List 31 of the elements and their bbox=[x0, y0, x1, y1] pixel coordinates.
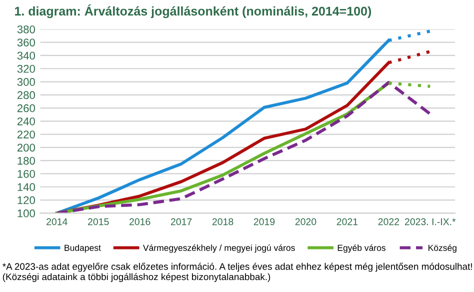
y-tick-label: 340 bbox=[17, 52, 35, 60]
legend-label: Vármegyeszékhely / megyei jogú város bbox=[142, 244, 295, 253]
y-tick-label: 380 bbox=[17, 25, 35, 34]
y-tick-label: 260 bbox=[17, 104, 35, 112]
x-tick-label: 2022 bbox=[378, 218, 400, 226]
y-tick-label: 100 bbox=[18, 209, 35, 218]
x-tick-label: 2015 bbox=[88, 218, 109, 226]
y-tick-label: 180 bbox=[18, 156, 35, 165]
x-tick-label: 2016 bbox=[130, 218, 150, 226]
legend-label: Budapest bbox=[64, 244, 101, 253]
legend-label: Egyéb város bbox=[338, 244, 386, 253]
y-tick-label: 200 bbox=[17, 144, 35, 152]
y-tick-label: 220 bbox=[17, 130, 35, 138]
y-tick-label: 320 bbox=[17, 64, 35, 73]
y-tick-label: 240 bbox=[17, 117, 35, 126]
x-tick-label: 2021 bbox=[336, 218, 358, 226]
x-tick-label: 2019 bbox=[254, 218, 275, 226]
y-tick-label: 160 bbox=[18, 170, 35, 178]
x-tick-label: 2018 bbox=[212, 218, 234, 226]
x-tick-label: 2020 bbox=[295, 218, 316, 226]
x-tick-label: 2014 bbox=[46, 218, 68, 226]
chart-title: 1. diagram: Árváltozás jogállásonként (nominális, 2014=100) bbox=[15, 4, 372, 18]
text: *A 2023-as adat egyelőre csak előzetes információ. A teljes éves adat ehhez képest még jelentősen módosulhat! (Községi adataink a többi jogálláshoz képest bizonytalanabbak.) bbox=[2, 262, 472, 282]
y-tick-label: 360 bbox=[17, 38, 35, 46]
x-tick-label: 2023. I.-IX.* bbox=[404, 218, 456, 226]
y-tick-label: 300 bbox=[17, 78, 35, 86]
y-tick-label: 120 bbox=[18, 196, 35, 204]
y-tick-label: 280 bbox=[17, 91, 35, 100]
y-tick-label: 140 bbox=[18, 183, 35, 192]
legend-label: Község bbox=[428, 244, 456, 253]
x-tick-label: 2017 bbox=[170, 218, 192, 226]
